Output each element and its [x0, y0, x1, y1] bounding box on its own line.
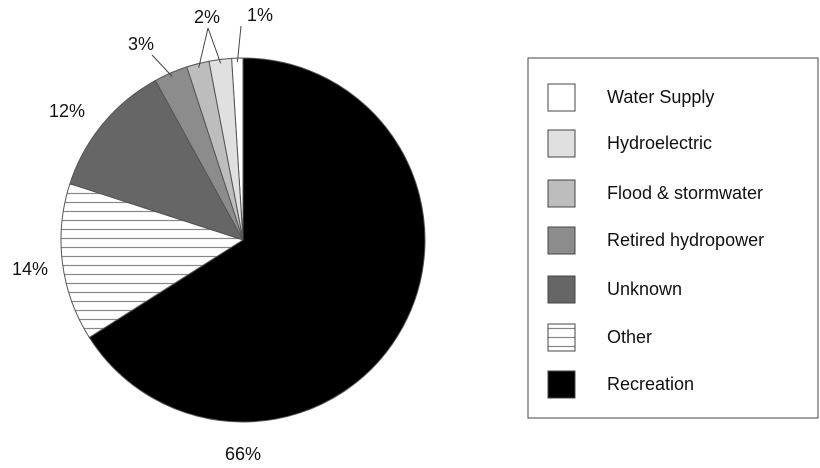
data-label: 14%: [12, 259, 48, 279]
legend-swatch: [547, 129, 576, 158]
leader-line: [198, 27, 209, 68]
data-label: 2%: [194, 7, 220, 27]
legend-label: Other: [607, 327, 652, 347]
leader-line: [151, 54, 173, 77]
data-label: 1%: [247, 5, 273, 25]
data-label: 3%: [128, 34, 154, 54]
data-label: 66%: [225, 444, 261, 464]
legend-swatch: [547, 226, 576, 255]
legend-box: [527, 57, 819, 419]
pie-slice: [60, 183, 245, 339]
legend-label: Hydroelectric: [607, 133, 712, 153]
legend-swatch: [547, 179, 576, 208]
data-label: 12%: [49, 101, 85, 121]
legend-label: Unknown: [607, 279, 682, 299]
leader-line: [236, 25, 242, 63]
leader-line: [207, 27, 222, 64]
pie-slice: [69, 79, 245, 241]
legend-label: Flood & stormwater: [607, 183, 763, 203]
legend-label: Recreation: [607, 374, 694, 394]
legend-swatch: [547, 275, 576, 304]
pie-slice: [88, 57, 426, 423]
legend-label: Retired hydropower: [607, 230, 764, 250]
legend-label: Water Supply: [607, 87, 714, 107]
legend-swatch: [547, 83, 576, 112]
legend-swatch: [547, 370, 576, 399]
legend-swatch: [547, 323, 576, 352]
